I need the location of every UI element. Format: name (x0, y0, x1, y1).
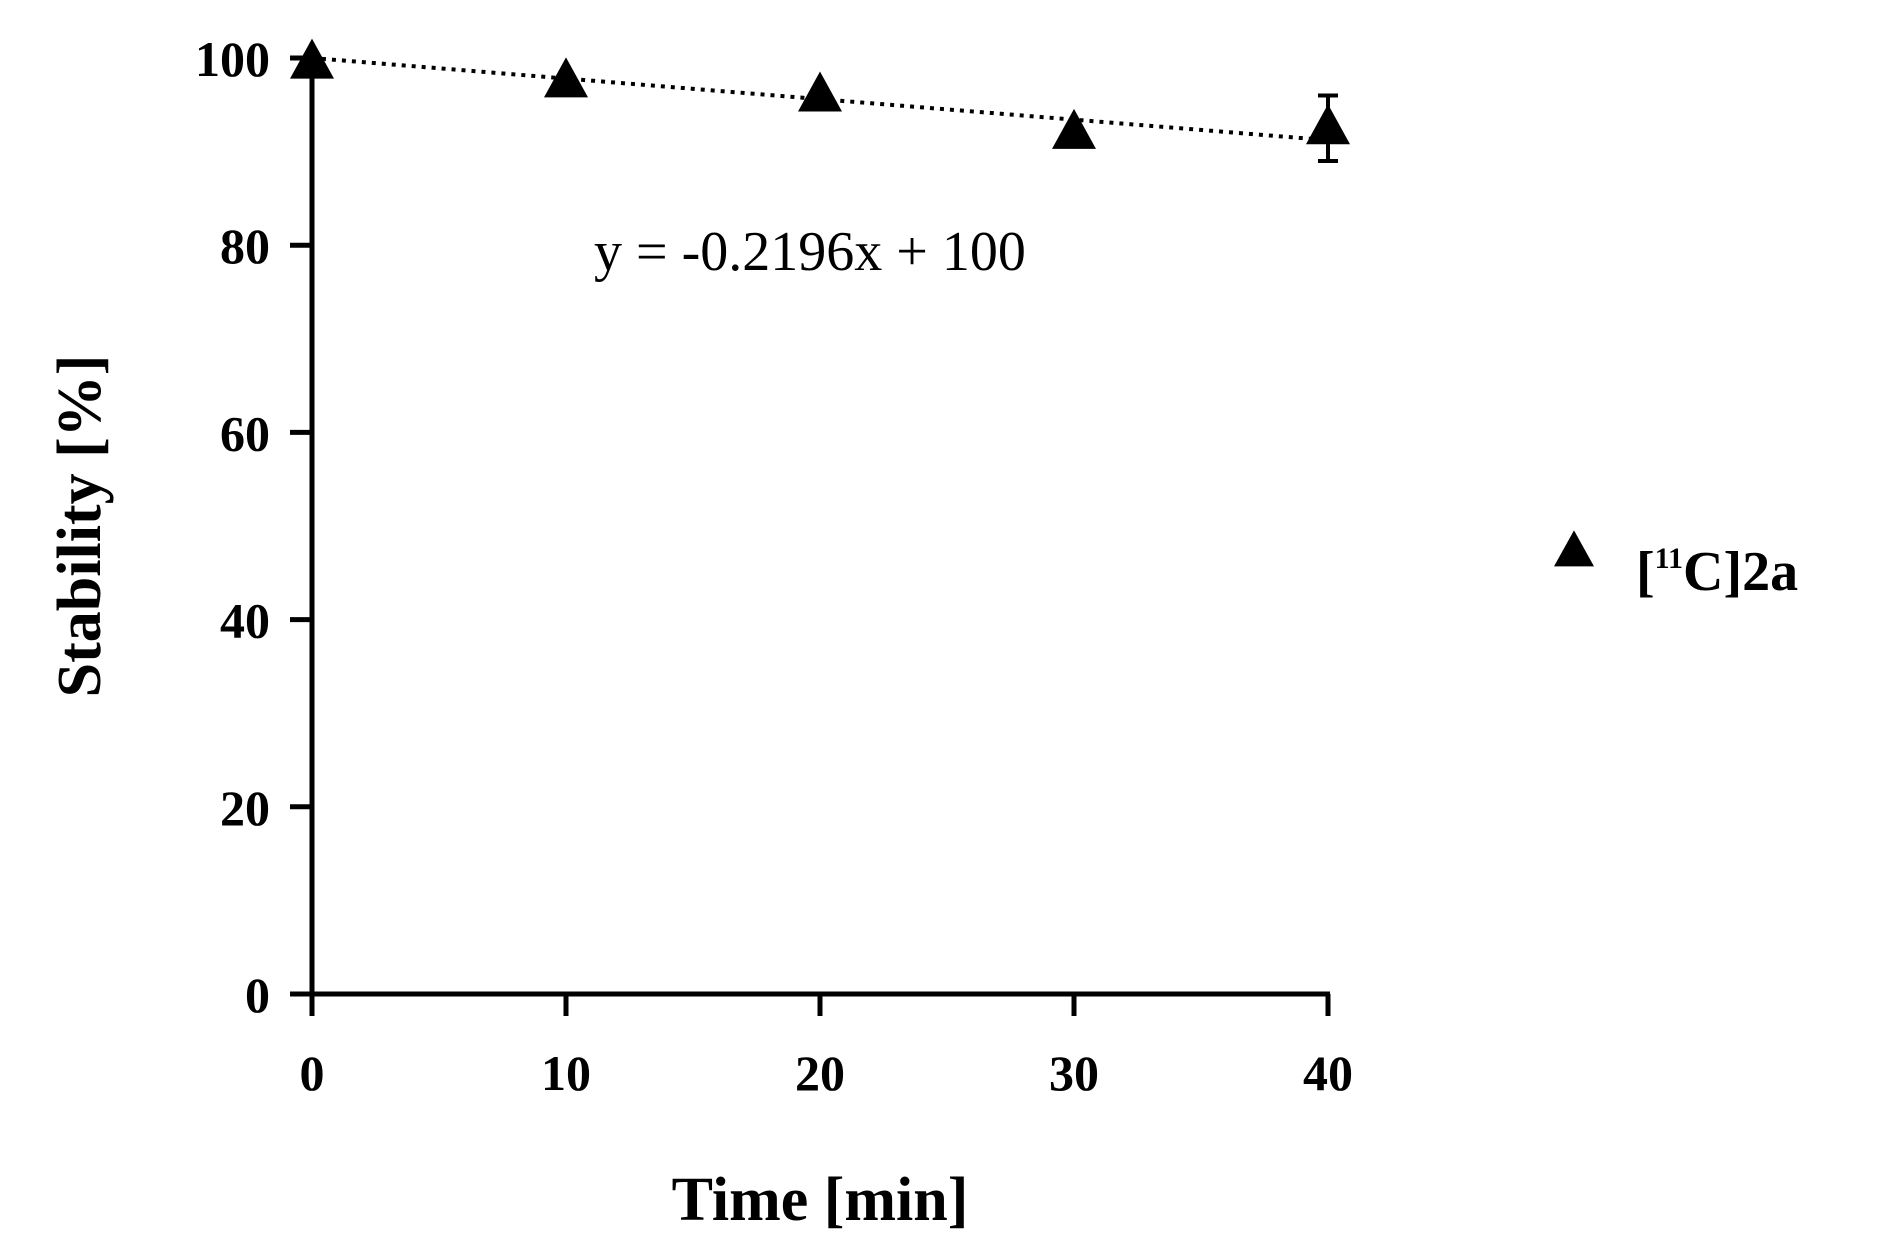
data-point-triangle (1306, 104, 1350, 145)
legend-triangle-marker (1554, 530, 1594, 567)
y-tick-label: 40 (220, 593, 270, 649)
data-point-triangle (544, 57, 588, 98)
legend-label-rest: C]2a (1683, 541, 1798, 603)
x-tick-label: 20 (795, 1045, 845, 1101)
x-tick-label: 30 (1049, 1045, 1099, 1101)
y-tick-label: 100 (195, 31, 270, 87)
data-point-triangle (798, 71, 842, 112)
x-tick-label: 10 (541, 1045, 591, 1101)
legend-label-superscript: 11 (1655, 542, 1683, 575)
data-point-triangle (1052, 108, 1096, 149)
x-tick-label: 40 (1303, 1045, 1353, 1101)
trendline-equation: y = -0.2196x + 100 (594, 221, 1026, 283)
y-axis-ticks: 0 20 40 60 80 100 (195, 31, 312, 1023)
data-points (290, 38, 1350, 163)
axes (290, 58, 1330, 997)
x-axis-ticks: 0 10 20 30 40 (300, 994, 1353, 1101)
y-tick-label: 80 (220, 218, 270, 274)
y-tick-label: 60 (220, 405, 270, 461)
legend: [11C]2a (1554, 530, 1798, 603)
x-tick-label: 0 (300, 1045, 325, 1101)
y-tick-label: 20 (220, 780, 270, 836)
y-axis-title: Stability [%] (46, 355, 114, 698)
data-point-triangle (290, 38, 334, 79)
y-tick-label: 0 (245, 967, 270, 1023)
legend-label-open: [ (1636, 541, 1655, 603)
x-axis-title: Time [min] (672, 1166, 969, 1234)
legend-label: [11C]2a (1636, 541, 1798, 603)
